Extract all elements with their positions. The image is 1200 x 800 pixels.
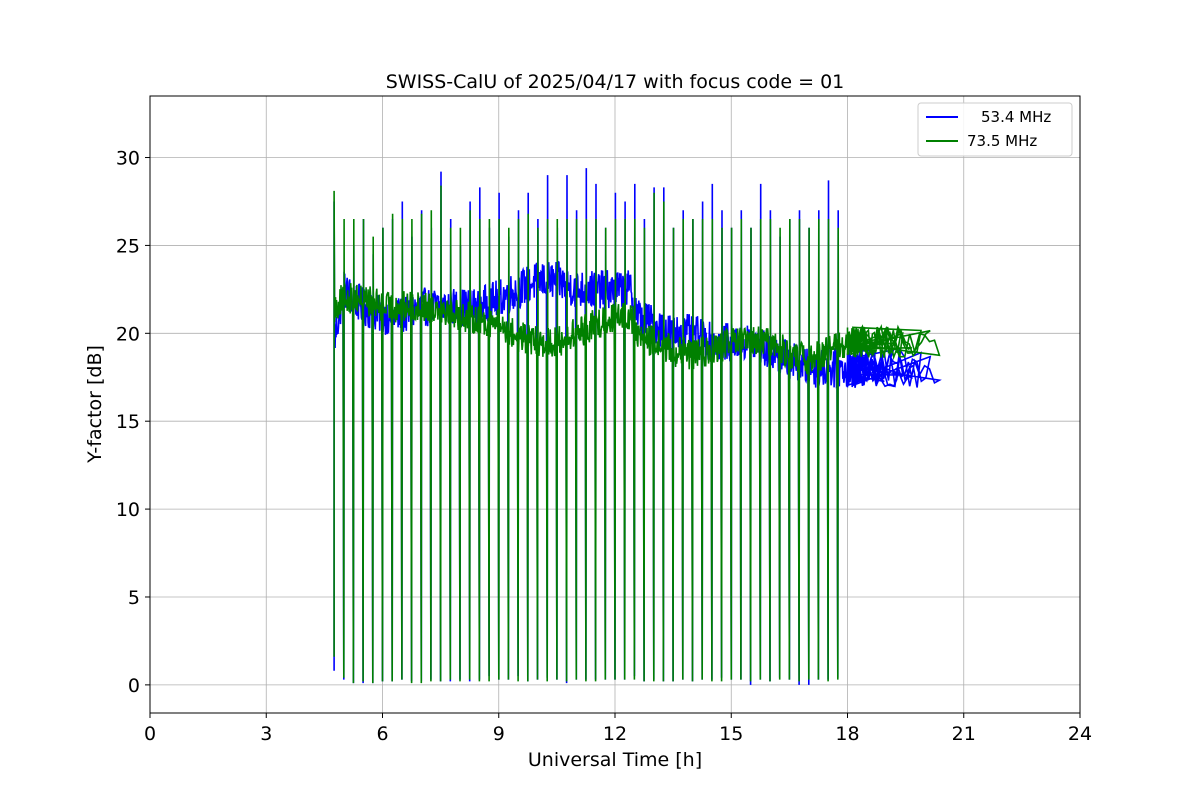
y-tick-label: 30 [116,148,140,170]
y-tick-label: 20 [116,323,140,345]
y-tick-label: 15 [116,411,140,433]
x-tick-label: 18 [835,723,859,745]
y-tick-label: 5 [128,587,140,609]
x-tick-label: 3 [260,723,272,745]
x-axis-label: Universal Time [h] [528,749,702,771]
x-tick-label: 6 [376,723,388,745]
y-axis-ticks: 0 5 10 15 20 25 30 [116,148,150,697]
chart-title: SWISS-CalU of 2025/04/17 with focus code… [386,71,845,93]
series-line-73-5-mhz [333,185,941,684]
y-tick-label: 0 [128,675,140,697]
x-tick-label: 15 [719,723,743,745]
legend-label-53-4: 53.4 MHz [981,108,1051,126]
x-axis-ticks: 0 3 6 9 12 15 18 21 24 [144,713,1092,745]
x-tick-label: 21 [952,723,976,745]
y-tick-label: 10 [116,499,140,521]
legend: 53.4 MHz 73.5 MHz [917,102,1073,157]
x-tick-label: 24 [1068,723,1092,745]
y-tick-label: 25 [116,235,140,257]
series-line-53-4-mhz [333,168,942,685]
x-tick-label: 0 [144,723,156,745]
x-tick-label: 9 [493,723,505,745]
legend-label-73-5: 73.5 MHz [967,132,1037,150]
plot-area [333,168,942,685]
x-tick-label: 12 [603,723,627,745]
y-axis-label: Y-factor [dB] [84,345,106,464]
